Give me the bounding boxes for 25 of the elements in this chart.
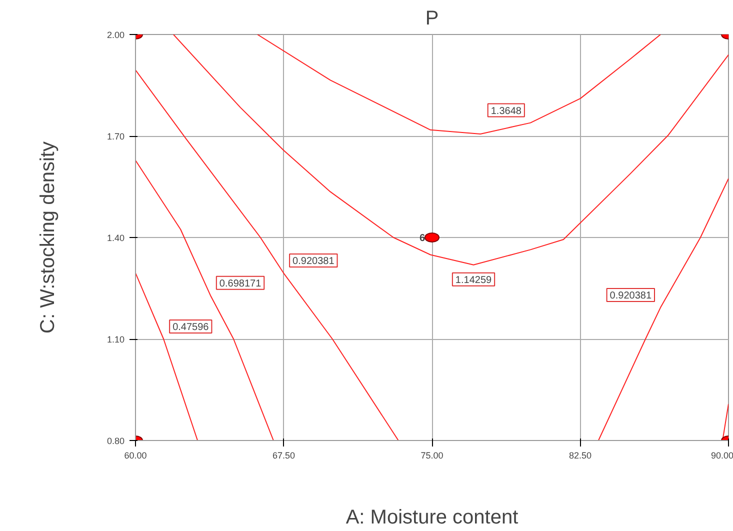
chart-title: P [425, 8, 439, 30]
x-axis-title: A: Moisture content [346, 506, 519, 528]
series-label: 0.920381 [292, 256, 335, 268]
x-tick-label: 75.00 [420, 450, 444, 460]
y-tick-label: 1.70 [106, 132, 125, 142]
series-label: 0.698171 [219, 278, 262, 290]
y-tick-label: 1.10 [106, 334, 125, 344]
x-tick-label: 90.00 [710, 450, 733, 460]
y-tick-label: 0.80 [106, 436, 125, 446]
y-tick-label: 1.40 [106, 233, 125, 243]
line-series [136, 70, 399, 440]
line-series [256, 34, 662, 134]
annotation: 6 [419, 233, 426, 244]
line-series [172, 34, 728, 266]
x-tick-label: 67.50 [272, 450, 296, 460]
line-series [136, 160, 274, 440]
y-tick-label: 2.00 [106, 30, 125, 40]
series-label: 0.47596 [172, 322, 210, 333]
y-axis-title: C: W:stocking density [36, 142, 59, 334]
x-tick-label: 82.50 [568, 450, 592, 460]
series-label: 0.920381 [610, 290, 652, 302]
line-series [598, 178, 728, 440]
x-tick-label: 60.00 [124, 450, 147, 460]
series-label: 1.14259 [455, 274, 492, 286]
series-label: 1.3648 [490, 106, 522, 117]
